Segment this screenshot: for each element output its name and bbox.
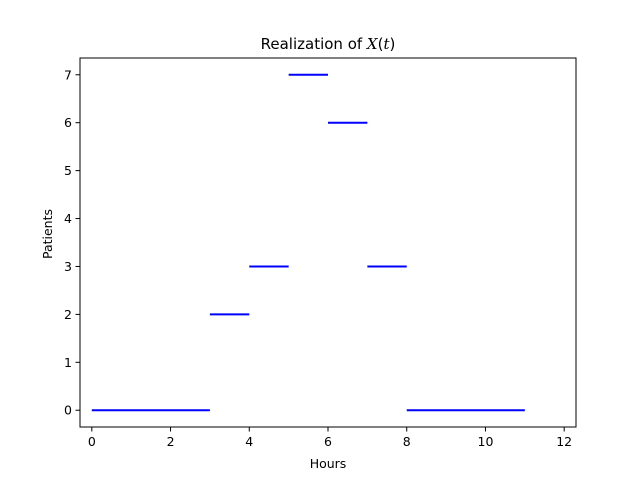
title-open-paren: (: [378, 35, 384, 53]
x-tick-label: 4: [245, 434, 253, 449]
x-tick-label: 6: [324, 434, 332, 449]
plot-area: [79, 57, 577, 428]
x-tick-label: 2: [167, 434, 175, 449]
title-argument: t: [383, 35, 390, 53]
plot-frame: [79, 57, 577, 428]
x-tick-label: 12: [556, 434, 572, 449]
y-tick-label: 4: [64, 211, 72, 226]
y-tick-label: 3: [64, 259, 72, 274]
title-variable: X: [366, 35, 379, 53]
x-axis-label: Hours: [310, 456, 347, 471]
chart-title: Realization of X(t): [261, 35, 396, 53]
x-axis-ticks: 0 2 4 6 8 10 12: [88, 427, 572, 449]
title-prefix: Realization of: [261, 35, 367, 53]
x-tick-label: 8: [403, 434, 411, 449]
y-tick-label: 2: [64, 307, 72, 322]
x-tick-label: 10: [478, 434, 494, 449]
chart-title-text: Realization of X(t): [261, 35, 396, 53]
x-tick-label: 0: [88, 434, 96, 449]
y-tick-label: 5: [64, 163, 72, 178]
data-series: [91, 73, 525, 412]
y-tick-label: 1: [64, 355, 72, 370]
y-tick-label: 7: [64, 67, 72, 82]
title-close-paren: ): [390, 35, 396, 53]
y-axis-label: Patients: [40, 209, 55, 259]
y-axis-ticks: 0 1 2 3 4 5 6 7: [64, 67, 80, 418]
y-tick-label: 6: [64, 115, 72, 130]
y-tick-label: 0: [64, 403, 72, 418]
